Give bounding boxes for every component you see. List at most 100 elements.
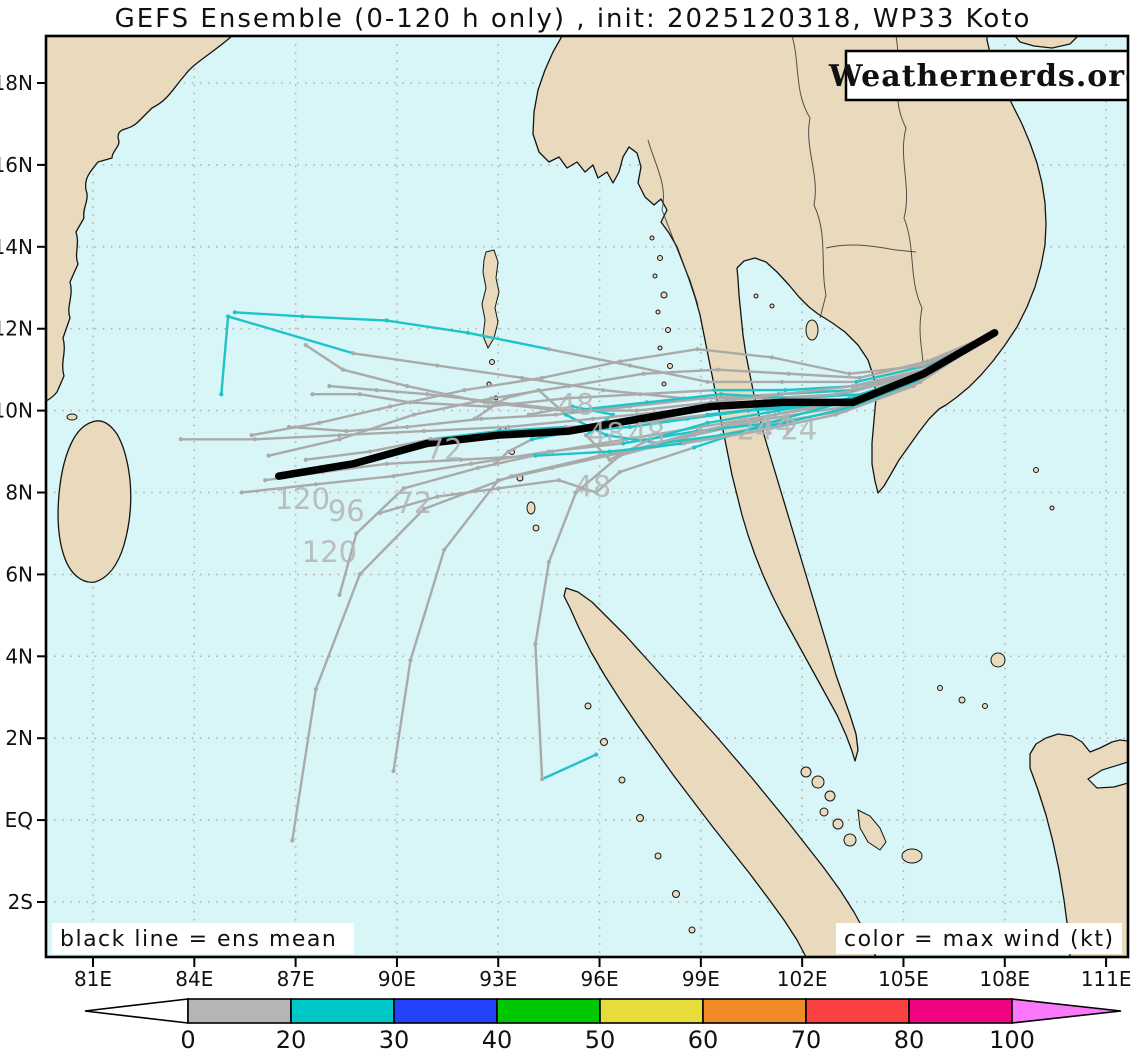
colorbar-segment [908,998,1013,1024]
island-speck [489,359,495,365]
ensemble-track-segment [618,347,699,363]
lat-tick-label: 18N [0,71,33,95]
track-point-marker [391,474,396,479]
ensemble-track-segment [699,413,777,433]
colorbar-tick-label: 50 [585,1026,616,1054]
ensemble-track-segment [436,487,500,498]
island-belitung [901,848,923,864]
island-speck [832,818,844,830]
island-speck [657,255,663,261]
ensemble-track-segment [527,405,574,416]
lon-tick-label: 111E [1081,967,1132,991]
ensemble-track-segment [659,433,723,445]
track-point-marker [458,457,464,462]
ensemble-track-segment [855,364,929,384]
ensemble-track-segment [716,368,790,375]
track-point-marker [404,424,410,430]
borneo-bay [1087,761,1128,789]
island-speck [655,309,661,315]
track-point-marker [833,412,839,417]
land-borneo [1029,733,1128,957]
ensemble-track-segment [409,401,490,408]
track-point-marker [563,412,568,417]
island-speck [600,738,608,746]
ensemble-track-segment [409,548,446,662]
track-point-marker [411,412,416,417]
colorbar-segment [496,998,601,1024]
ensemble-track-segment [709,393,784,404]
track-point-marker [421,506,427,511]
colorbar-tick-label: 0 [180,1026,195,1054]
ensemble-track-segment [594,470,622,494]
mean-track-layer [274,329,999,480]
lat-tick-label: 16N [0,153,33,177]
track-point-marker [219,392,224,397]
colorbar-segment [187,998,292,1024]
track-point-marker [756,428,761,434]
island-speck [526,501,536,515]
track-point-marker [719,392,724,397]
island-speck [649,235,655,241]
track-point-marker [391,768,396,774]
track-point-marker [496,486,501,491]
chart-title: GEFS Ensemble (0-120 h only) , init: 202… [115,4,1032,34]
track-point-marker [540,777,545,782]
island-speck [584,702,592,710]
colorbar-tick-label: 80 [894,1026,925,1054]
colorbar-segment [805,998,910,1024]
note-ens-mean-box [52,923,354,954]
track-point-marker [681,441,687,446]
ensemble-track-segment [345,425,409,433]
track-point-marker [462,388,467,393]
ensemble-track-segment [706,409,780,425]
forecast-hour-label: 24 [780,412,817,446]
island-speck [937,685,943,691]
ensemble-track-segment [459,454,537,461]
ensemble-track-segment [682,429,760,445]
ensemble-track-segment [780,384,855,396]
track-point-marker [921,363,926,368]
lon-tick-label: 81E [74,967,112,991]
track-point-marker [617,359,622,364]
island-speck [618,776,626,784]
ensemble-track-segment [480,413,557,420]
track-point-marker [546,449,551,454]
ensemble-track-segment [784,405,855,425]
ensemble-track-segment [642,368,719,375]
track-point-marker [263,478,268,483]
ensemble-track-segment [466,331,551,351]
forecast-hour-label: 24 [736,412,773,446]
track-point-marker [536,388,541,393]
colorbar-segment [393,998,498,1024]
lon-tick-label: 105E [878,967,929,991]
island-speck [843,833,857,847]
ensemble-track-segment [628,397,706,408]
track-point-marker [408,658,413,663]
forecast-hour-label: 72 [426,433,463,467]
track-point-marker [435,363,440,368]
track-point-marker [695,347,700,352]
colorbar-tick-label: 60 [688,1026,719,1054]
track-point-marker [317,420,322,425]
ensemble-track-segment [304,343,345,371]
island-speck [672,890,680,898]
ensemble-track-segment [375,388,429,396]
island-speck [1033,467,1039,473]
colorbar-segment [702,998,807,1024]
ensemble-track-segment [628,364,709,384]
track-point-marker [776,408,781,413]
track-point-marker [266,453,271,458]
ensemble-track-segment [443,479,500,552]
note-max-wind-box [836,923,1122,954]
ensemble-track-segment [649,421,709,441]
note-max-wind: color = max wind (kt) [844,927,1115,952]
colorbar-tick-label: 100 [989,1026,1035,1054]
colorbar-tick-label: 40 [482,1026,513,1054]
track-point-marker [550,465,555,471]
track-point-marker [337,592,342,597]
track-point-marker [401,486,406,491]
track-point-marker [442,547,447,552]
forecast-hour-label: 48 [574,470,611,504]
ensemble-track-segment [534,560,551,646]
